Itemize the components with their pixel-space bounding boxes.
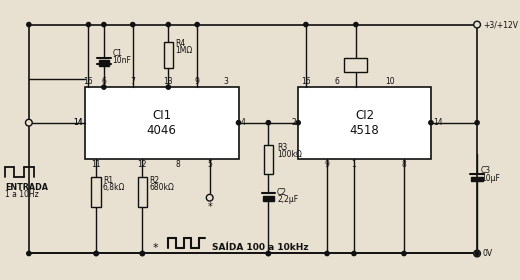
Text: 8: 8: [401, 160, 406, 169]
Text: C1: C1: [112, 49, 123, 58]
Text: R1: R1: [103, 176, 113, 185]
Circle shape: [195, 22, 199, 27]
Text: R3: R3: [277, 143, 287, 152]
Text: 1: 1: [352, 160, 356, 169]
Text: 14: 14: [433, 118, 443, 127]
Circle shape: [206, 194, 213, 201]
Text: *: *: [207, 202, 212, 212]
Circle shape: [325, 251, 329, 256]
Circle shape: [402, 251, 406, 256]
Circle shape: [140, 251, 145, 256]
Circle shape: [94, 251, 98, 256]
Bar: [344, 58, 368, 72]
Text: CI1
4046: CI1 4046: [147, 109, 176, 137]
Text: 6: 6: [334, 77, 339, 86]
Text: 11: 11: [92, 160, 101, 169]
Circle shape: [266, 251, 270, 256]
Circle shape: [429, 121, 433, 125]
Text: CI2
4518: CI2 4518: [349, 109, 380, 137]
Circle shape: [140, 251, 145, 256]
Text: 0V: 0V: [483, 249, 493, 258]
Text: 6: 6: [101, 77, 106, 86]
Text: 10µF: 10µF: [481, 174, 500, 183]
Text: R2: R2: [149, 176, 159, 185]
Circle shape: [94, 251, 98, 256]
Circle shape: [237, 121, 241, 125]
Text: 680kΩ: 680kΩ: [149, 183, 174, 192]
Text: 1MΩ: 1MΩ: [175, 46, 192, 55]
Text: 7: 7: [131, 77, 135, 86]
Text: 14: 14: [73, 118, 83, 127]
Text: 16: 16: [84, 77, 93, 86]
Circle shape: [86, 22, 90, 27]
Text: 2,2µF: 2,2µF: [277, 195, 298, 204]
Circle shape: [266, 251, 270, 256]
Bar: [138, 177, 147, 207]
Circle shape: [131, 22, 135, 27]
Text: 8: 8: [176, 160, 180, 169]
Bar: [264, 145, 273, 174]
Bar: [99, 60, 109, 66]
Text: 2: 2: [292, 118, 296, 127]
Bar: [298, 87, 431, 159]
Text: SAÍDA 100 a 10kHz: SAÍDA 100 a 10kHz: [212, 243, 308, 252]
Circle shape: [27, 22, 31, 27]
Text: 9: 9: [324, 160, 330, 169]
Text: 1 a 10Hz: 1 a 10Hz: [5, 190, 38, 199]
Circle shape: [102, 85, 106, 89]
Circle shape: [474, 250, 480, 257]
Text: C2: C2: [277, 188, 287, 197]
Text: ENTRADA: ENTRADA: [5, 183, 48, 192]
Text: 16: 16: [301, 77, 310, 86]
Text: 9: 9: [195, 77, 200, 86]
Text: 10: 10: [385, 77, 394, 86]
Circle shape: [352, 251, 356, 256]
Circle shape: [475, 251, 479, 256]
Text: +3/+12V: +3/+12V: [483, 20, 518, 29]
Circle shape: [166, 85, 171, 89]
Text: C3: C3: [481, 166, 491, 175]
Bar: [85, 87, 239, 159]
Circle shape: [304, 22, 308, 27]
Circle shape: [474, 21, 480, 28]
Bar: [163, 42, 173, 68]
Circle shape: [354, 22, 358, 27]
Circle shape: [102, 22, 106, 27]
Text: 6,8kΩ: 6,8kΩ: [103, 183, 125, 192]
Bar: [471, 177, 483, 181]
Text: R4: R4: [175, 39, 185, 48]
Circle shape: [475, 121, 479, 125]
Text: 12: 12: [138, 160, 147, 169]
Text: 5: 5: [207, 160, 212, 169]
Text: 100kΩ: 100kΩ: [277, 150, 302, 159]
Text: 3: 3: [224, 77, 228, 86]
Circle shape: [166, 22, 171, 27]
Circle shape: [27, 251, 31, 256]
Text: 14: 14: [73, 118, 83, 127]
Text: 13: 13: [163, 77, 173, 86]
Bar: [92, 177, 101, 207]
Circle shape: [25, 119, 32, 126]
Bar: [263, 196, 274, 200]
Circle shape: [266, 121, 270, 125]
Circle shape: [296, 121, 300, 125]
Text: 4: 4: [240, 118, 245, 127]
Text: 10nF: 10nF: [112, 56, 132, 65]
Text: *: *: [153, 243, 159, 253]
